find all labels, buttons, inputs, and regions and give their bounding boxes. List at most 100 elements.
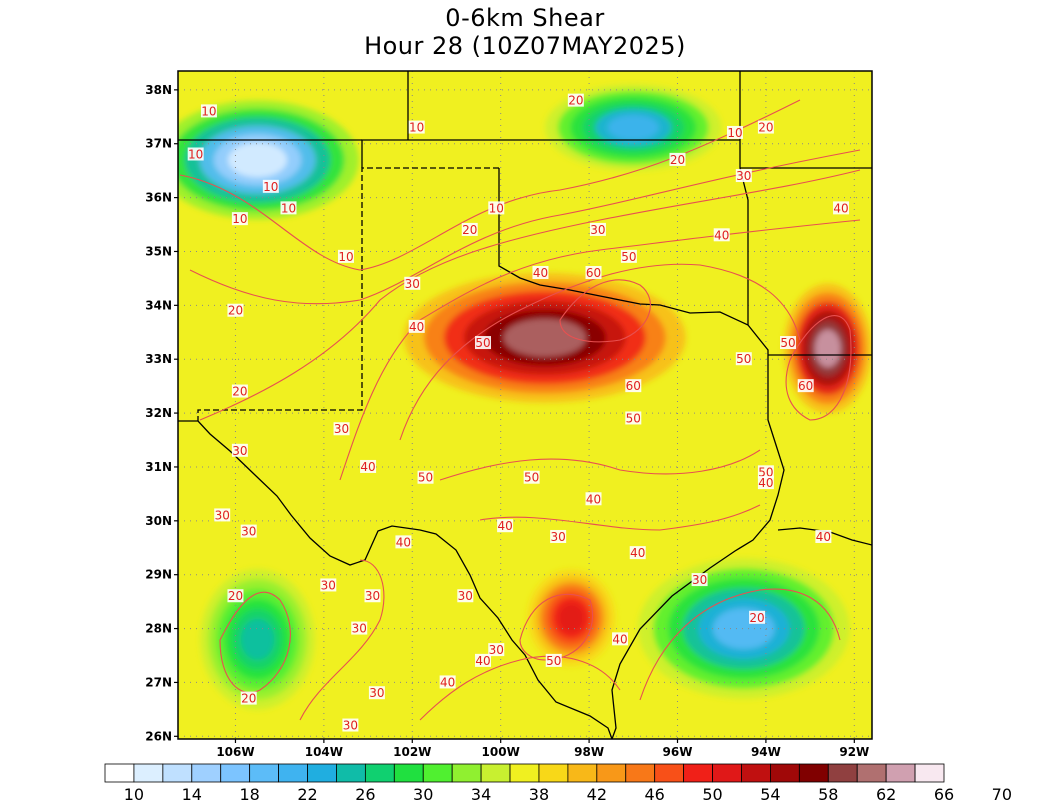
svg-text:40: 40 [475,654,490,668]
colorbar-swatch [683,763,713,783]
contour-label: 20 [567,93,584,108]
svg-text:20: 20 [670,153,685,167]
colorbar-label: 70 [992,785,1012,804]
contour-label: 10 [187,147,204,162]
svg-text:10: 10 [201,104,216,118]
svg-text:30: 30 [334,422,349,436]
contour-label: 50 [475,336,492,350]
svg-text:30: 30 [241,525,256,539]
svg-text:10: 10 [409,121,424,135]
contour-label: 40 [475,653,492,668]
map-title: 0-6km Shear [445,4,605,32]
contour-label: 30 [368,686,385,700]
contour-label: 20 [461,222,478,237]
contour-label: 40 [833,201,850,215]
lat-tick-label: 30N [145,514,172,528]
colorbar-swatch [509,763,540,783]
lat-tick-label: 31N [145,460,172,474]
svg-text:30: 30 [405,277,420,291]
svg-text:50: 50 [546,654,561,668]
lon-tick-label: 94W [751,745,781,759]
contour-label: 30 [364,589,381,603]
shear-region [607,114,659,141]
colorbar-swatch [249,763,279,783]
colorbar-swatch [712,763,742,783]
texas-panhandle-border [197,167,499,421]
colorbar-swatch [336,763,366,783]
colorbar-label: 66 [934,785,954,804]
svg-text:50: 50 [475,336,490,350]
colorbar-swatch [798,763,829,783]
contour-label: 20 [749,610,766,625]
svg-text:10: 10 [232,212,247,226]
colorbar-label: 34 [471,785,491,804]
svg-text:10: 10 [263,180,278,194]
contour-label: 20 [669,152,686,167]
lat-tick-label: 27N [145,675,172,689]
contour-label: 30 [550,529,567,544]
contour-label: 30 [240,524,257,539]
contour-label: 10 [262,179,279,194]
lon-tick-label: 98W [574,745,604,759]
lon-tick-label: 104W [305,745,343,759]
svg-text:20: 20 [462,223,477,237]
colorbar-label: 58 [818,785,838,804]
svg-text:40: 40 [612,632,627,646]
svg-text:20: 20 [568,94,583,108]
contour-label: 40 [713,228,730,242]
svg-text:20: 20 [749,611,764,625]
lon-tick-label: 96W [663,745,693,759]
contour-label: 10 [488,201,505,215]
colorbar-swatch [220,763,251,783]
lat-tick-label: 32N [145,406,172,420]
svg-text:30: 30 [489,643,504,657]
svg-text:10: 10 [281,201,296,215]
contour-label: 20 [227,589,244,603]
shear-region [240,618,275,660]
contour-label: 20 [757,120,774,135]
contour-label: 60 [625,379,642,393]
contour-label: 50 [620,250,637,264]
colorbar-swatch [885,763,916,783]
contour-label: 30 [404,276,421,291]
svg-text:40: 40 [360,460,375,474]
contour-label: 10 [231,212,248,226]
map-frame [177,70,873,740]
colorbar-swatch [741,763,771,783]
colorbar-label: 22 [297,785,317,804]
colorbar-swatch [914,763,945,783]
colorbar-label: 62 [876,785,896,804]
colorbar-swatch [364,763,395,783]
colorbar-swatch [654,763,685,783]
colorbar-label: 54 [760,785,780,804]
colorbar-label: 14 [182,785,202,804]
contour-label: 40 [629,546,646,560]
svg-text:40: 40 [497,519,512,533]
svg-text:20: 20 [232,385,247,399]
shear-region [228,142,288,178]
lon-tick-label: 106W [216,745,254,759]
svg-text:20: 20 [228,304,243,318]
contour-label: 50 [545,653,562,668]
contour-label: 40 [757,476,774,490]
lat-tick-label: 35N [145,244,172,258]
svg-text:60: 60 [626,379,641,393]
svg-text:30: 30 [551,530,566,544]
contour-label: 10 [408,120,425,135]
svg-text:50: 50 [418,471,433,485]
svg-text:30: 30 [369,686,384,700]
contour-label: 10 [200,104,217,118]
contour-label: 40 [360,459,377,474]
lat-tick-label: 26N [145,729,172,743]
svg-text:50: 50 [626,411,641,425]
svg-text:10: 10 [338,250,353,264]
colorbar-swatch [596,763,627,783]
contour-label: 10 [726,125,743,140]
contour-label: 50 [735,352,752,366]
contour-label: 30 [488,643,505,657]
svg-text:50: 50 [780,336,795,350]
svg-text:30: 30 [215,508,230,522]
lat-tick-label: 34N [145,298,172,312]
svg-text:60: 60 [798,379,813,393]
